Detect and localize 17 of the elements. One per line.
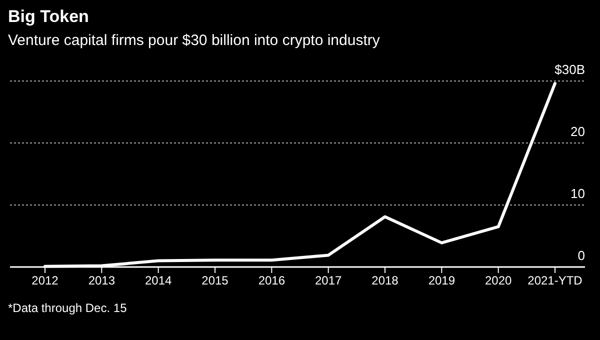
chart-subtitle: Venture capital firms pour $30 billion into crypto industry <box>8 32 380 49</box>
y-tick-label: 0 <box>578 248 585 263</box>
x-tick-label: 2014 <box>144 274 172 288</box>
x-tick-label: 2016 <box>258 274 286 288</box>
y-tick-label: 20 <box>570 124 585 139</box>
x-tick-label: 2019 <box>428 274 456 288</box>
x-tick-label: 2017 <box>314 274 342 288</box>
x-tick-label: 2013 <box>88 274 116 288</box>
y-tick-label: 10 <box>570 186 585 201</box>
x-tick-label: 2018 <box>372 274 399 288</box>
text: *Data through Dec. 15 <box>8 301 128 315</box>
x-tick-label: 2012 <box>32 274 59 288</box>
x-tick-label: 2020 <box>484 274 512 288</box>
x-tick-label: 2015 <box>202 274 229 288</box>
y-tick-label: $30B <box>554 62 585 77</box>
x-tick-label: 2021-YTD <box>528 274 583 288</box>
chart-title: Big Token <box>8 7 89 26</box>
